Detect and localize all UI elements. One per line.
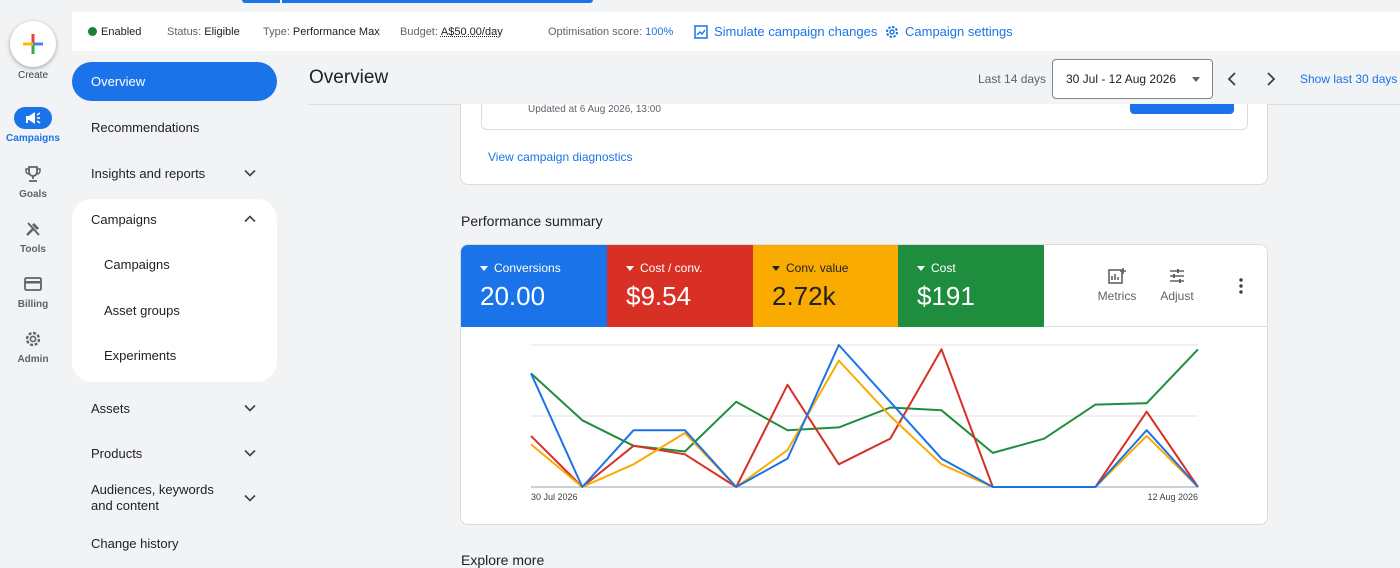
nav-overview[interactable]: Overview — [72, 62, 277, 101]
rail-item-admin[interactable]: Admin — [0, 328, 66, 365]
metric-value: 20.00 — [480, 281, 546, 311]
chevron-down-icon — [244, 449, 256, 457]
date-range-selector[interactable]: 30 Jul - 12 Aug 2026 — [1052, 59, 1213, 99]
adjust-button[interactable]: Adjust — [1152, 267, 1202, 303]
chart-toolbar: Metrics Adjust — [1045, 245, 1267, 327]
campaign-status-bar: Enabled Status: Eligible Type: Performance… — [72, 12, 1400, 51]
performance-summary-title: Performance summary — [461, 213, 603, 229]
performance-summary-card: Conversions 20.00 Cost / conv. $9.54 Con… — [460, 244, 1268, 525]
campaigns-nav-group: Campaigns Campaigns Asset groups Experim… — [72, 199, 277, 382]
left-rail: Create Campaigns Goals Tools Billing Adm… — [0, 0, 66, 568]
more-options-icon[interactable] — [1238, 277, 1244, 295]
dropdown-caret-icon — [1192, 77, 1200, 82]
rail-label: Tools — [20, 244, 46, 255]
nav-assets[interactable]: Assets — [72, 390, 277, 426]
series-line-0[interactable] — [530, 344, 1199, 488]
series-line-3[interactable] — [530, 348, 1199, 454]
credit-card-icon — [14, 273, 52, 295]
nav-products[interactable]: Products — [72, 435, 277, 471]
rail-label: Admin — [17, 354, 49, 365]
nav-sub-campaigns[interactable]: Campaigns — [104, 257, 170, 272]
nav-insights-reports[interactable]: Insights and reports — [72, 155, 277, 191]
updated-timestamp: Updated at 6 Aug 2026, 13:00 — [528, 104, 661, 115]
chevron-down-icon — [244, 494, 256, 502]
metric-tile-conv-value[interactable]: Conv. value 2.72k — [753, 245, 899, 327]
nav-sub-asset-groups[interactable]: Asset groups — [104, 303, 180, 318]
rail-label: Campaigns — [6, 133, 60, 144]
nav-sub-experiments[interactable]: Experiments — [104, 348, 177, 363]
campaign-type: Type: Performance Max — [263, 25, 380, 38]
top-progress-accent — [242, 0, 593, 3]
date-range-label: Last 14 days — [978, 72, 1047, 86]
dropdown-triangle-icon — [917, 265, 925, 271]
tune-icon — [1170, 269, 1184, 283]
add-chart-icon — [1108, 268, 1126, 284]
budget[interactable]: Budget: A$50.00/day — [400, 25, 503, 38]
metrics-button[interactable]: Metrics — [1092, 267, 1142, 303]
rail-item-goals[interactable]: Goals — [0, 163, 66, 200]
diagnostics-card: Updated at 6 Aug 2026, 13:00 View campai… — [460, 104, 1268, 185]
view-campaign-diagnostics-link[interactable]: View campaign diagnostics — [488, 150, 633, 164]
chevron-down-icon — [244, 169, 256, 177]
nav-audiences-keywords-content[interactable]: Audiences, keywords and content — [72, 478, 277, 518]
metric-value: $191 — [917, 281, 975, 311]
rail-label: Goals — [19, 189, 47, 200]
next-period-chevron-icon[interactable] — [1261, 69, 1281, 89]
nav-change-history[interactable]: Change history — [91, 535, 179, 551]
plus-icon — [23, 34, 43, 54]
rail-label: Billing — [17, 299, 49, 310]
chart-icon — [694, 24, 708, 39]
dropdown-triangle-icon — [480, 265, 488, 271]
trophy-icon — [14, 163, 52, 185]
create-label: Create — [17, 70, 48, 81]
tools-icon — [14, 218, 52, 240]
nav-campaigns-group[interactable]: Campaigns — [72, 201, 277, 237]
page-title: Overview — [309, 67, 389, 88]
explore-more-title: Explore more — [461, 552, 545, 568]
create-button[interactable] — [10, 21, 56, 67]
rail-item-campaigns[interactable]: Campaigns — [0, 107, 66, 144]
metric-value: 2.72k — [772, 281, 836, 311]
dropdown-triangle-icon — [772, 265, 780, 271]
eligibility-status: Status: Eligible — [167, 25, 240, 38]
megaphone-icon — [14, 107, 52, 129]
metric-tile-conversions[interactable]: Conversions 20.00 — [461, 245, 607, 327]
metric-tile-cost[interactable]: Cost $191 — [898, 245, 1044, 327]
chevron-down-icon — [244, 404, 256, 412]
x-axis-start-label: 30 Jul 2026 — [531, 492, 578, 502]
metric-tile-cost-per-conv[interactable]: Cost / conv. $9.54 — [607, 245, 753, 327]
dropdown-triangle-icon — [626, 265, 634, 271]
diagnostics-inner-panel: Updated at 6 Aug 2026, 13:00 — [481, 104, 1248, 130]
rail-item-tools[interactable]: Tools — [0, 218, 66, 255]
optimisation-score[interactable]: Optimisation score: 100% — [548, 25, 674, 38]
nav-recommendations[interactable]: Recommendations — [91, 119, 200, 135]
enabled-status[interactable]: Enabled — [88, 26, 141, 38]
simulate-changes-link[interactable]: Simulate campaign changes — [694, 24, 877, 39]
show-last-30-days-link[interactable]: Show last 30 days — [1300, 72, 1398, 86]
metric-value: $9.54 — [626, 281, 692, 311]
gear-icon — [886, 25, 898, 38]
chevron-up-icon — [244, 215, 256, 223]
rail-item-billing[interactable]: Billing — [0, 273, 66, 310]
campaign-settings-link[interactable]: Campaign settings — [885, 24, 1013, 39]
status-dot-icon — [88, 27, 97, 36]
performance-line-chart: 30 Jul 2026 12 Aug 2026 — [530, 344, 1199, 502]
previous-period-chevron-icon[interactable] — [1222, 69, 1242, 89]
x-axis-end-label: 12 Aug 2026 — [1147, 492, 1198, 502]
diagnostics-action-button[interactable] — [1130, 104, 1234, 114]
series-line-2[interactable] — [530, 359, 1199, 488]
gear-icon — [14, 328, 52, 350]
